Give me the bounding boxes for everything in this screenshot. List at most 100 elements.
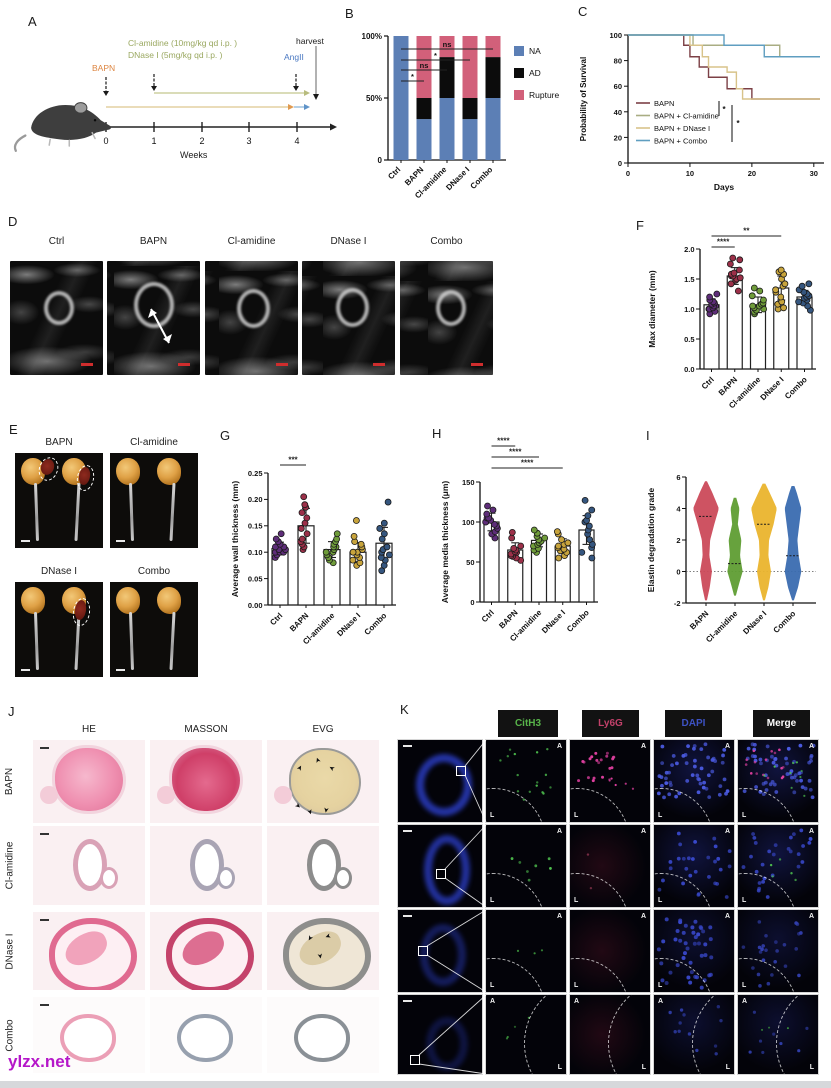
data-points <box>482 502 501 542</box>
weeks-axis-label: Weeks <box>180 150 208 160</box>
svg-text:2: 2 <box>676 536 680 545</box>
row-label-text: Combo <box>4 1018 16 1052</box>
dissection-flap <box>60 926 112 971</box>
tissue-fragment <box>39 785 58 804</box>
overview-image <box>397 909 483 993</box>
anatomy-marker-a: A <box>640 743 646 750</box>
data-points <box>530 526 549 556</box>
svg-text:1.5: 1.5 <box>684 275 694 284</box>
lumen-boundary <box>524 995 566 1074</box>
svg-text:20: 20 <box>748 169 756 178</box>
specimen-photo <box>15 453 103 548</box>
aorta <box>74 482 81 542</box>
histology-image: ➤ ➤ ➤ <box>267 912 379 990</box>
histology-image <box>33 912 145 990</box>
channel-header: Ly6G <box>582 710 639 737</box>
dissected-aorta <box>48 918 137 990</box>
row-label-text: BAPN <box>4 767 16 796</box>
svg-text:Combo: Combo <box>363 611 389 637</box>
branch-vessel <box>217 867 236 890</box>
histology-image <box>150 997 262 1073</box>
anatomy-marker-a: A <box>556 743 562 750</box>
aorta-cross-section <box>237 289 270 328</box>
angii-label: AngII <box>284 52 304 62</box>
aorta-cross-section <box>336 288 369 327</box>
anatomy-marker-a: A <box>640 913 646 920</box>
histology-row-label: DNase I <box>2 912 18 990</box>
aorta-ring-dapi <box>426 1017 468 1071</box>
ultrasound-title: DNase I <box>330 236 367 247</box>
svg-text:2.0: 2.0 <box>684 245 694 254</box>
svg-text:BAPN: BAPN <box>654 99 674 108</box>
svg-text:Combo: Combo <box>772 609 798 635</box>
anatomy-marker-a: A <box>742 998 748 1005</box>
histology-image <box>267 826 379 905</box>
bottom-strip <box>0 1081 831 1088</box>
data-points <box>748 284 768 318</box>
svg-text:ns: ns <box>420 61 429 70</box>
specimen-title: Cl-amidine <box>130 437 178 448</box>
tissue-fragment <box>273 785 292 804</box>
histology-image <box>33 826 145 905</box>
aorta <box>169 611 176 671</box>
panel-label-d: D <box>8 214 18 229</box>
panel-label-a: A <box>28 14 37 29</box>
data-points <box>726 254 744 295</box>
inset-box <box>418 946 428 956</box>
fluorescence-dots <box>510 857 552 882</box>
panel-label-f: F <box>636 218 644 233</box>
ultrasound-image <box>302 261 395 375</box>
svg-text:3: 3 <box>246 136 251 146</box>
normal-aorta-ring <box>59 1013 116 1062</box>
svg-text:Average wall thickness (mm): Average wall thickness (mm) <box>230 481 240 598</box>
svg-text:0: 0 <box>470 598 474 607</box>
svg-text:0.20: 0.20 <box>248 495 263 504</box>
aorta-cross-section <box>44 291 74 325</box>
fluorescence-dots <box>741 828 813 899</box>
svg-text:****: **** <box>717 238 730 247</box>
scale-bar <box>276 363 288 366</box>
svg-text:0.00: 0.00 <box>248 601 263 610</box>
stain-column-header: HE <box>82 724 96 735</box>
svg-text:Elastin degradation grade: Elastin degradation grade <box>646 488 656 593</box>
scale-bar <box>40 747 49 749</box>
svg-text:0.05: 0.05 <box>248 574 263 583</box>
svg-text:BAPN + DNase I: BAPN + DNase I <box>654 124 710 133</box>
svg-text:Max diameter (mm): Max diameter (mm) <box>647 270 657 348</box>
svg-text:100: 100 <box>462 518 475 527</box>
aorta <box>169 482 176 542</box>
svg-text:ns: ns <box>443 40 452 49</box>
drug2-label: DNase I (5mg/kg qd i.p. ) <box>128 50 223 60</box>
svg-text:Cl-amidine: Cl-amidine <box>704 609 740 645</box>
stain-column-header: EVG <box>312 724 334 735</box>
aorta <box>128 611 134 671</box>
aortic-lesion <box>172 748 240 812</box>
aorta <box>128 482 134 542</box>
watermark: ylzx.net <box>8 1052 71 1071</box>
anatomy-marker-a: A <box>724 913 730 920</box>
svg-text:**: ** <box>743 227 750 236</box>
svg-text:50%: 50% <box>366 94 382 103</box>
inset-box <box>410 1055 420 1065</box>
panel-label-j: J <box>8 704 15 719</box>
heart <box>116 458 140 485</box>
overview-image <box>397 739 483 823</box>
panel-label-e: E <box>9 422 18 437</box>
channel-header: CitH3 <box>498 710 558 737</box>
svg-text:BAPN: BAPN <box>497 608 520 631</box>
svg-text:0.5: 0.5 <box>684 335 694 344</box>
anatomy-marker-a: A <box>808 743 814 750</box>
lumen-boundary <box>692 995 734 1074</box>
branch-vessel <box>100 867 119 890</box>
svg-text:0: 0 <box>618 159 622 168</box>
svg-text:DNase I: DNase I <box>444 165 471 192</box>
